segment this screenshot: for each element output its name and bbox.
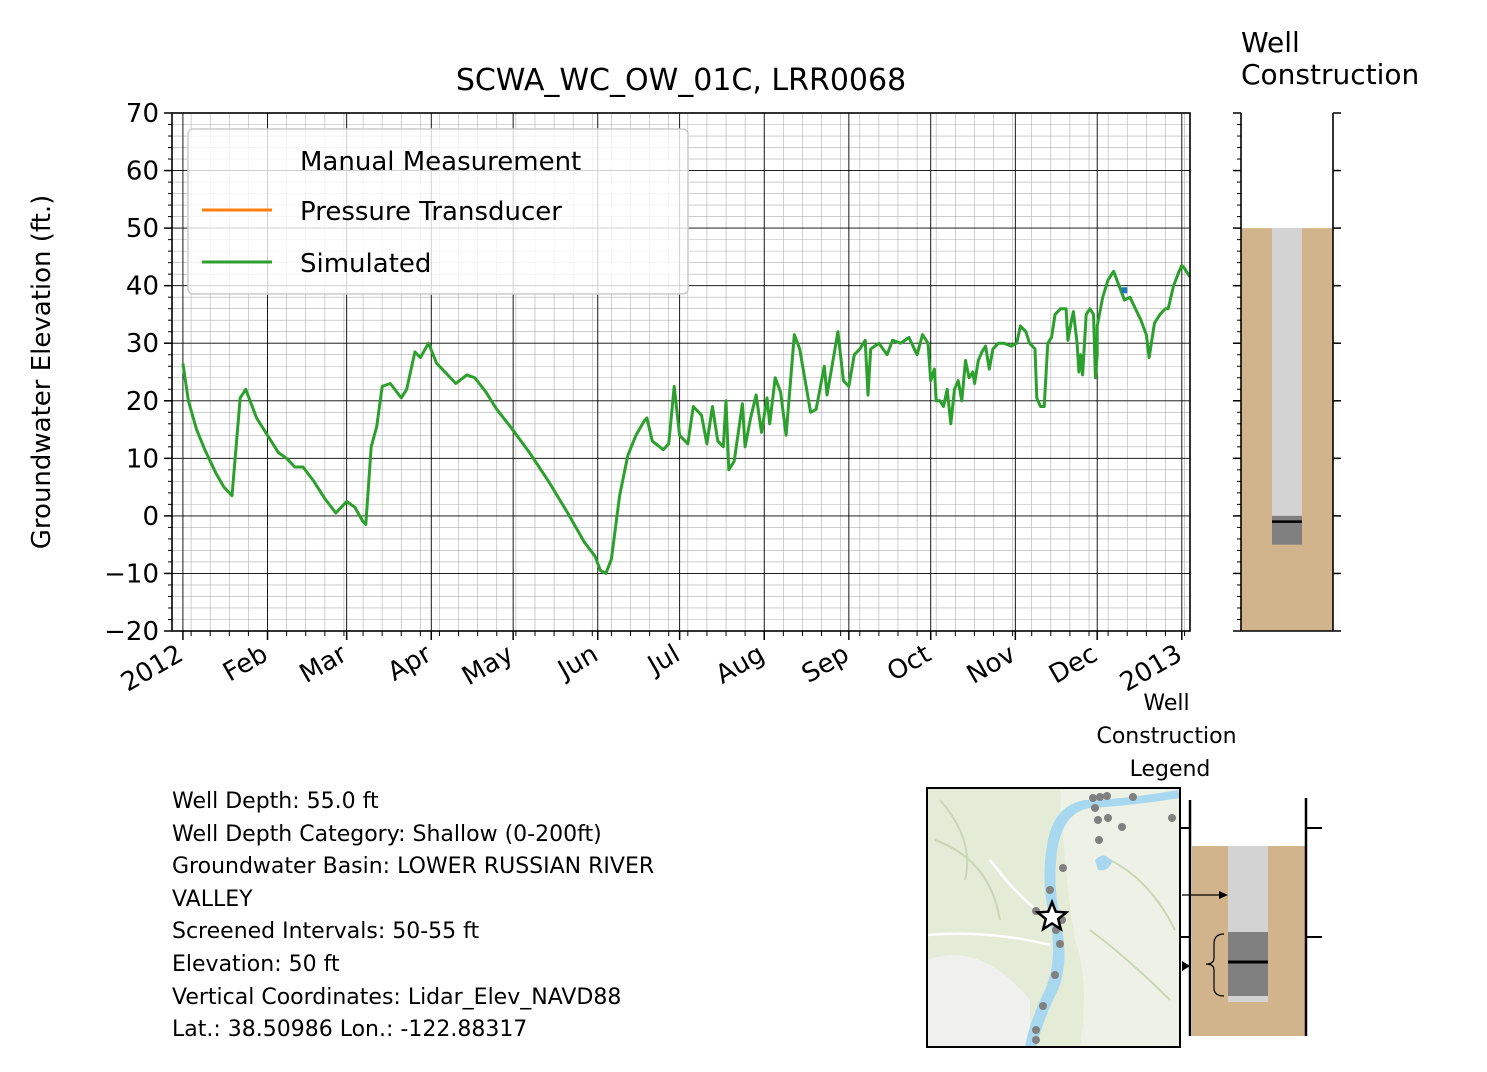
nearby-well-dot xyxy=(1046,886,1054,894)
info-screened-intervals: Screened Intervals: 50-55 ft xyxy=(172,919,480,945)
well-info: Well Depth: 55.0 ft Well Depth Category:… xyxy=(172,786,654,1047)
map-pond xyxy=(1095,855,1112,871)
plot-frame xyxy=(171,112,1191,632)
x-tick-label: 2013 xyxy=(1115,639,1187,698)
x-tick-label: Apr xyxy=(383,639,437,688)
x-tick-label: 2012 xyxy=(116,639,188,698)
well-construction-panel: Well Construction xyxy=(1233,26,1419,632)
legend-diagram-title-line: Well xyxy=(1143,691,1189,716)
map-lowland xyxy=(927,955,1030,1047)
y-tick-label: 20 xyxy=(126,387,159,417)
x-tick-label: Jun xyxy=(551,639,603,686)
nearby-well-dot xyxy=(1118,823,1126,831)
info-depth-category: Well Depth Category: Shallow (0-200ft) xyxy=(172,821,602,847)
y-tick-label: −10 xyxy=(104,559,159,589)
well-screen xyxy=(1272,515,1302,545)
legend-screen-bracket xyxy=(1205,933,1225,997)
nearby-well-dot xyxy=(1051,971,1059,979)
legend-label: Simulated xyxy=(300,249,431,279)
series-layer xyxy=(181,264,1192,575)
series-line-simulated xyxy=(181,264,1192,575)
x-axis: 2012 Feb Mar Apr May Jun Jul Aug Sep Oct Nov Dec 201… xyxy=(116,631,1187,698)
star-icon xyxy=(1034,898,1070,932)
legend: Manual Measurement Pressure Transducer S… xyxy=(187,128,689,295)
nearby-well-dot xyxy=(1089,794,1097,802)
y-tick-label: −20 xyxy=(104,617,159,647)
arrow-right-icon xyxy=(1182,961,1190,971)
legend-diagram-title-line: Construction xyxy=(1096,724,1236,749)
y-axis: −20 −10 0 10 20 30 40 50 60 70 xyxy=(104,99,172,647)
nearby-well-dot xyxy=(1096,793,1104,801)
well-construction-title-line2: Construction xyxy=(1241,58,1419,91)
location-map xyxy=(926,787,1181,1048)
legend-entry-transducer: Pressure Transducer xyxy=(202,197,562,227)
x-tick-label: May xyxy=(457,639,519,692)
nearby-well-dot xyxy=(1091,804,1099,812)
nearby-well-dot xyxy=(1059,864,1067,872)
nearby-well-dot xyxy=(1095,836,1103,844)
x-tick-label: Dec xyxy=(1044,639,1103,690)
info-vertical-coords: Vertical Coordinates: Lidar_Elev_NAVD88 xyxy=(172,984,622,1010)
info-basin: Groundwater Basin: LOWER RUSSIAN RIVER xyxy=(172,854,655,880)
well-casing xyxy=(1272,228,1302,516)
legend-diagram-title: Well Construction Legend xyxy=(1096,691,1243,782)
well-construction-legend: Well Construction Legend xyxy=(1096,691,1322,1036)
legend-screen xyxy=(1228,932,1268,996)
y-tick-label: 40 xyxy=(126,272,159,302)
legend-entry-simulated: Simulated xyxy=(202,249,431,279)
nearby-well-dot xyxy=(1103,792,1111,800)
legend-casing xyxy=(1228,846,1268,932)
x-tick-label: Oct xyxy=(882,639,936,687)
x-tick-label: Mar xyxy=(295,639,353,690)
arrow-right-icon xyxy=(1219,891,1228,899)
legend-box xyxy=(187,128,689,295)
y-axis-label: Groundwater Elevation (ft.) xyxy=(27,195,57,549)
y-tick-label: 30 xyxy=(126,329,159,359)
info-well-depth: Well Depth: 55.0 ft xyxy=(172,789,379,814)
legend-label: Manual Measurement xyxy=(300,147,581,177)
nearby-well-dot xyxy=(1168,814,1176,822)
nearby-well-dot xyxy=(1056,940,1064,948)
info-lat-lon: Lat.: 38.50986 Lon.: -122.88317 xyxy=(172,1017,528,1043)
y-tick-label: 50 xyxy=(126,214,159,244)
main-chart: −20 −10 0 10 20 30 40 50 60 70 2012 Feb Mar Apr May Ju… xyxy=(27,63,1192,698)
y-tick-label: 0 xyxy=(142,502,159,532)
x-tick-label: Sep xyxy=(797,639,854,689)
well-construction-title: Well Construction xyxy=(1241,26,1419,91)
nearby-well-dot xyxy=(1129,793,1137,801)
x-tick-label: Aug xyxy=(711,639,770,690)
y-tick-label: 10 xyxy=(126,444,159,474)
well-construction-title-line1: Well xyxy=(1241,26,1300,59)
panel-ticks xyxy=(1233,112,1341,632)
legend-diagram-title-line: Legend xyxy=(1130,757,1211,782)
x-tick-label: Nov xyxy=(962,639,1021,690)
x-tick-label: Jul xyxy=(641,639,685,682)
y-tick-label: 60 xyxy=(126,157,159,187)
nearby-well-dot xyxy=(1094,816,1102,824)
nearby-well-dot xyxy=(1104,814,1112,822)
nearby-well-dot xyxy=(1032,1036,1040,1044)
y-tick-label: 70 xyxy=(126,99,159,129)
nearby-well-dot xyxy=(1039,1002,1047,1010)
map-contours xyxy=(934,799,1176,1001)
map-frame xyxy=(926,787,1181,1048)
x-tick-label: Feb xyxy=(218,639,273,688)
chart-title: SCWA_WC_OW_01C, LRR0068 xyxy=(456,63,906,98)
nearby-well-dot xyxy=(1032,1026,1040,1034)
manual-measurement-point xyxy=(1121,287,1128,294)
info-basin-cont: VALLEY xyxy=(172,886,253,912)
map-valley xyxy=(1060,788,1180,1047)
legend-entry-manual: Manual Measurement xyxy=(300,147,581,177)
legend-sump xyxy=(1228,996,1268,1002)
info-elevation: Elevation: 50 ft xyxy=(172,951,340,977)
legend-label: Pressure Transducer xyxy=(300,197,562,227)
